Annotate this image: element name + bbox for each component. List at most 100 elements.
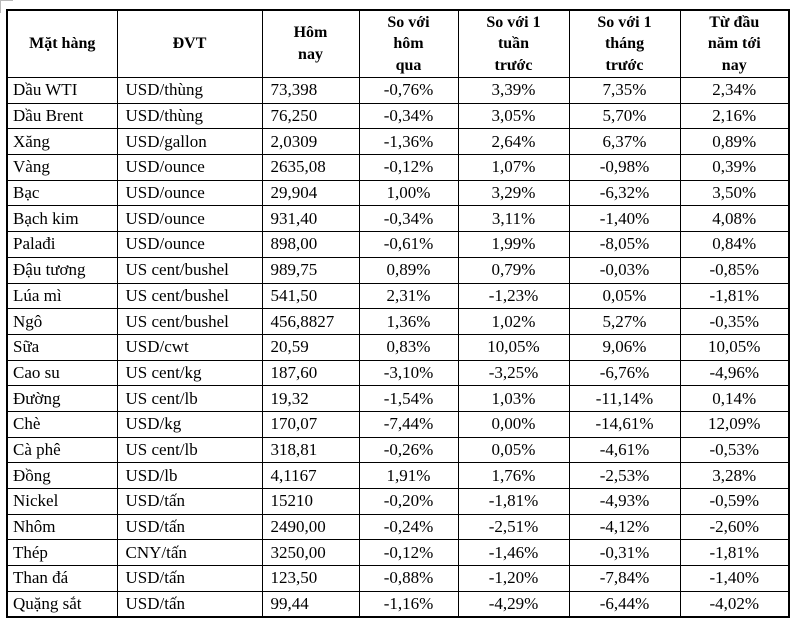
cell-ytd: 4,08% <box>679 205 790 233</box>
column-header-today: Hôm nay <box>261 9 360 78</box>
cell-vs-month: -11,14% <box>568 385 681 412</box>
cell-ytd: 2,16% <box>679 102 790 130</box>
cell-vs-week: 0,00% <box>457 410 570 438</box>
cell-ytd: 0,14% <box>679 385 790 412</box>
cell-commodity: Quặng sắt <box>6 590 118 618</box>
cell-vs-yesterday: 0,89% <box>358 256 459 284</box>
cell-today: 170,07 <box>261 410 360 438</box>
cell-vs-yesterday: -0,24% <box>358 513 459 541</box>
cell-today: 989,75 <box>261 256 360 284</box>
cell-vs-yesterday: -1,36% <box>358 128 459 156</box>
cell-today: 2635,08 <box>261 154 360 181</box>
cell-commodity: Than đá <box>6 565 118 592</box>
commodity-price-table: Mặt hàng ĐVT Hôm nay So với hôm qua So v… <box>6 9 790 618</box>
cell-ytd: 3,28% <box>679 462 790 489</box>
table-row: Dầu Brent USD/thùng 76,250 -0,34% 3,05% … <box>6 102 790 130</box>
cell-vs-month: -4,93% <box>568 488 681 515</box>
cell-vs-month: -0,98% <box>568 154 681 181</box>
cell-ytd: 0,89% <box>679 128 790 156</box>
cell-vs-week: 3,29% <box>457 179 570 207</box>
cell-unit: USD/tấn <box>116 488 263 515</box>
table-row: Bạch kim USD/ounce 931,40 -0,34% 3,11% -… <box>6 205 790 233</box>
cell-commodity: Cao su <box>6 359 118 387</box>
table-row: Chè USD/kg 170,07 -7,44% 0,00% -14,61% 1… <box>6 410 790 438</box>
cell-vs-month: -8,05% <box>568 231 681 258</box>
cell-unit: USD/tấn <box>116 565 263 592</box>
table-row: Quặng sắt USD/tấn 99,44 -1,16% -4,29% -6… <box>6 590 790 618</box>
cell-vs-week: 3,05% <box>457 102 570 130</box>
cell-unit: USD/lb <box>116 462 263 489</box>
cell-commodity: Sữa <box>6 333 118 361</box>
cell-vs-week: -3,25% <box>457 359 570 387</box>
table-row: Cao su US cent/kg 187,60 -3,10% -3,25% -… <box>6 359 790 387</box>
cell-vs-yesterday: 1,00% <box>358 179 459 207</box>
table-row: Nickel USD/tấn 15210 -0,20% -1,81% -4,93… <box>6 488 790 515</box>
cell-vs-month: -14,61% <box>568 410 681 438</box>
cell-vs-month: 6,37% <box>568 128 681 156</box>
cell-vs-month: -0,03% <box>568 256 681 284</box>
screen-corner-artifact <box>0 0 13 13</box>
cell-commodity: Cà phê <box>6 436 118 464</box>
cell-vs-week: 1,99% <box>457 231 570 258</box>
cell-vs-week: 1,07% <box>457 154 570 181</box>
cell-unit: USD/thùng <box>116 77 263 104</box>
cell-unit: US cent/bushel <box>116 256 263 284</box>
cell-vs-week: -1,81% <box>457 488 570 515</box>
cell-commodity: Xăng <box>6 128 118 156</box>
cell-today: 99,44 <box>261 590 360 618</box>
column-header-vs-week: So với 1 tuần trước <box>457 9 570 78</box>
cell-commodity: Thép <box>6 539 118 567</box>
cell-today: 76,250 <box>261 102 360 130</box>
cell-vs-week: 1,76% <box>457 462 570 489</box>
table-row: Vàng USD/ounce 2635,08 -0,12% 1,07% -0,9… <box>6 154 790 181</box>
cell-unit: USD/tấn <box>116 590 263 618</box>
cell-commodity: Nickel <box>6 488 118 515</box>
column-header-vs-yesterday: So với hôm qua <box>358 9 459 78</box>
cell-vs-yesterday: -0,20% <box>358 488 459 515</box>
cell-ytd: -1,40% <box>679 565 790 592</box>
cell-ytd: -4,02% <box>679 590 790 618</box>
header-row: Mặt hàng ĐVT Hôm nay So với hôm qua So v… <box>6 9 790 78</box>
cell-today: 73,398 <box>261 77 360 104</box>
cell-vs-month: -7,84% <box>568 565 681 592</box>
cell-unit: USD/tấn <box>116 513 263 541</box>
cell-vs-month: -6,76% <box>568 359 681 387</box>
cell-vs-week: -1,20% <box>457 565 570 592</box>
table-body: Dầu WTI USD/thùng 73,398 -0,76% 3,39% 7,… <box>6 77 790 618</box>
cell-commodity: Ngô <box>6 308 118 335</box>
cell-vs-month: -2,53% <box>568 462 681 489</box>
cell-vs-week: -4,29% <box>457 590 570 618</box>
table-row: Cà phê US cent/lb 318,81 -0,26% 0,05% -4… <box>6 436 790 464</box>
table-row: Đậu tương US cent/bushel 989,75 0,89% 0,… <box>6 256 790 284</box>
cell-vs-yesterday: -0,12% <box>358 154 459 181</box>
table-row: Xăng USD/gallon 2,0309 -1,36% 2,64% 6,37… <box>6 128 790 156</box>
cell-ytd: 10,05% <box>679 333 790 361</box>
cell-commodity: Vàng <box>6 154 118 181</box>
column-header-vs-month: So với 1 tháng trước <box>568 9 681 78</box>
cell-commodity: Bạc <box>6 179 118 207</box>
cell-ytd: -4,96% <box>679 359 790 387</box>
cell-unit: CNY/tấn <box>116 539 263 567</box>
cell-today: 456,8827 <box>261 308 360 335</box>
cell-ytd: -0,85% <box>679 256 790 284</box>
cell-vs-month: 9,06% <box>568 333 681 361</box>
cell-vs-week: 3,39% <box>457 77 570 104</box>
cell-vs-month: 7,35% <box>568 77 681 104</box>
table-row: Thép CNY/tấn 3250,00 -0,12% -1,46% -0,31… <box>6 539 790 567</box>
cell-commodity: Đường <box>6 385 118 412</box>
cell-today: 2,0309 <box>261 128 360 156</box>
cell-vs-week: 2,64% <box>457 128 570 156</box>
table-row: Bạc USD/ounce 29,904 1,00% 3,29% -6,32% … <box>6 179 790 207</box>
cell-unit: US cent/kg <box>116 359 263 387</box>
cell-ytd: -2,60% <box>679 513 790 541</box>
cell-commodity: Bạch kim <box>6 205 118 233</box>
cell-ytd: 3,50% <box>679 179 790 207</box>
cell-unit: US cent/lb <box>116 385 263 412</box>
cell-vs-month: -6,32% <box>568 179 681 207</box>
cell-vs-week: -1,46% <box>457 539 570 567</box>
cell-vs-month: 5,70% <box>568 102 681 130</box>
cell-vs-week: 10,05% <box>457 333 570 361</box>
cell-vs-week: -2,51% <box>457 513 570 541</box>
cell-vs-month: -4,61% <box>568 436 681 464</box>
cell-today: 541,50 <box>261 282 360 310</box>
